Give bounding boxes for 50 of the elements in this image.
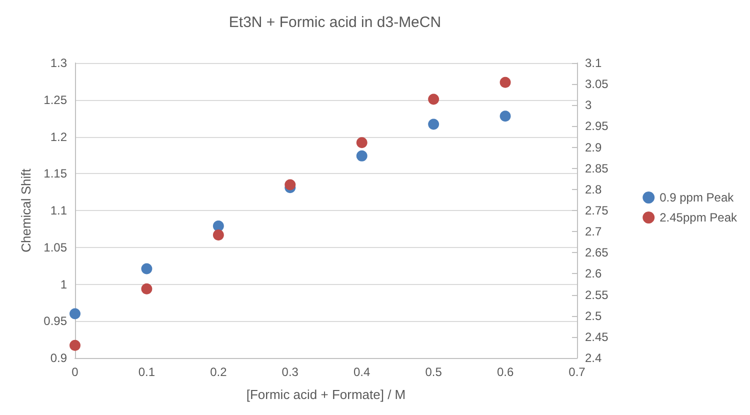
y2-tick-label: 2.95 bbox=[585, 119, 609, 134]
point bbox=[284, 179, 296, 190]
point bbox=[356, 150, 368, 162]
chart-title: Et3N + Formic acid in d3-MeCN bbox=[228, 14, 442, 31]
point bbox=[428, 94, 440, 105]
y2-tick-label: 2.7 bbox=[585, 224, 602, 239]
y2-tick-label: 2.65 bbox=[585, 246, 609, 260]
x-tick-label: 0.6 bbox=[496, 365, 514, 379]
y2-tick-label: 2.85 bbox=[585, 161, 609, 176]
y2-tick-label: 2.75 bbox=[585, 204, 609, 218]
x-axis-title: [Formic acid + Formate] / M bbox=[246, 387, 406, 402]
y-tick-label: 1.25 bbox=[44, 92, 68, 107]
point bbox=[212, 229, 224, 240]
x-tick-label: 0.7 bbox=[568, 365, 586, 379]
point bbox=[141, 283, 152, 294]
point bbox=[428, 118, 440, 130]
legend-label: 0.9 ppm Peak bbox=[660, 190, 735, 204]
x-tick-label: 0.3 bbox=[282, 365, 299, 379]
y2-tick-label: 3.1 bbox=[585, 56, 602, 70]
point bbox=[500, 76, 511, 88]
y-tick-label: 1 bbox=[60, 277, 68, 292]
y-tick-label: 1.2 bbox=[50, 130, 68, 144]
point bbox=[356, 137, 368, 148]
x-tick-label: 0.2 bbox=[210, 365, 228, 379]
y-axis-title: Chemical Shift bbox=[18, 168, 34, 252]
y-tick-label: 1.15 bbox=[44, 166, 68, 181]
point bbox=[141, 263, 152, 274]
y2-tick-label: 2.8 bbox=[585, 182, 602, 196]
y2-tick-label: 2.55 bbox=[585, 288, 609, 302]
y2-tick-label: 2.4 bbox=[585, 351, 602, 365]
y-tick-label: 1.05 bbox=[44, 240, 68, 254]
point bbox=[70, 340, 80, 351]
point bbox=[212, 220, 224, 232]
y-tick-label: 0.95 bbox=[44, 314, 68, 328]
y-tick-label: 1.1 bbox=[50, 204, 68, 218]
x-tick-label: 0.5 bbox=[425, 365, 442, 379]
y-tick-label: 1.3 bbox=[50, 56, 68, 70]
y2-tick-label: 3.05 bbox=[585, 77, 609, 92]
x-tick-label: 0.4 bbox=[354, 365, 371, 379]
y-tick-label: 0.9 bbox=[50, 351, 68, 365]
y2-tick-label: 3 bbox=[585, 98, 592, 112]
point bbox=[500, 110, 511, 122]
point bbox=[70, 308, 80, 320]
y2-tick-label: 2.9 bbox=[585, 140, 602, 154]
x-tick-label: 0.1 bbox=[138, 365, 156, 379]
y2-tick-label: 2.5 bbox=[585, 308, 602, 323]
y2-tick-label: 2.6 bbox=[585, 266, 602, 281]
x-tick-label: 0 bbox=[72, 365, 79, 379]
legend-label: 2.45ppm Peak bbox=[660, 210, 738, 224]
y2-tick-label: 2.45 bbox=[585, 330, 609, 344]
